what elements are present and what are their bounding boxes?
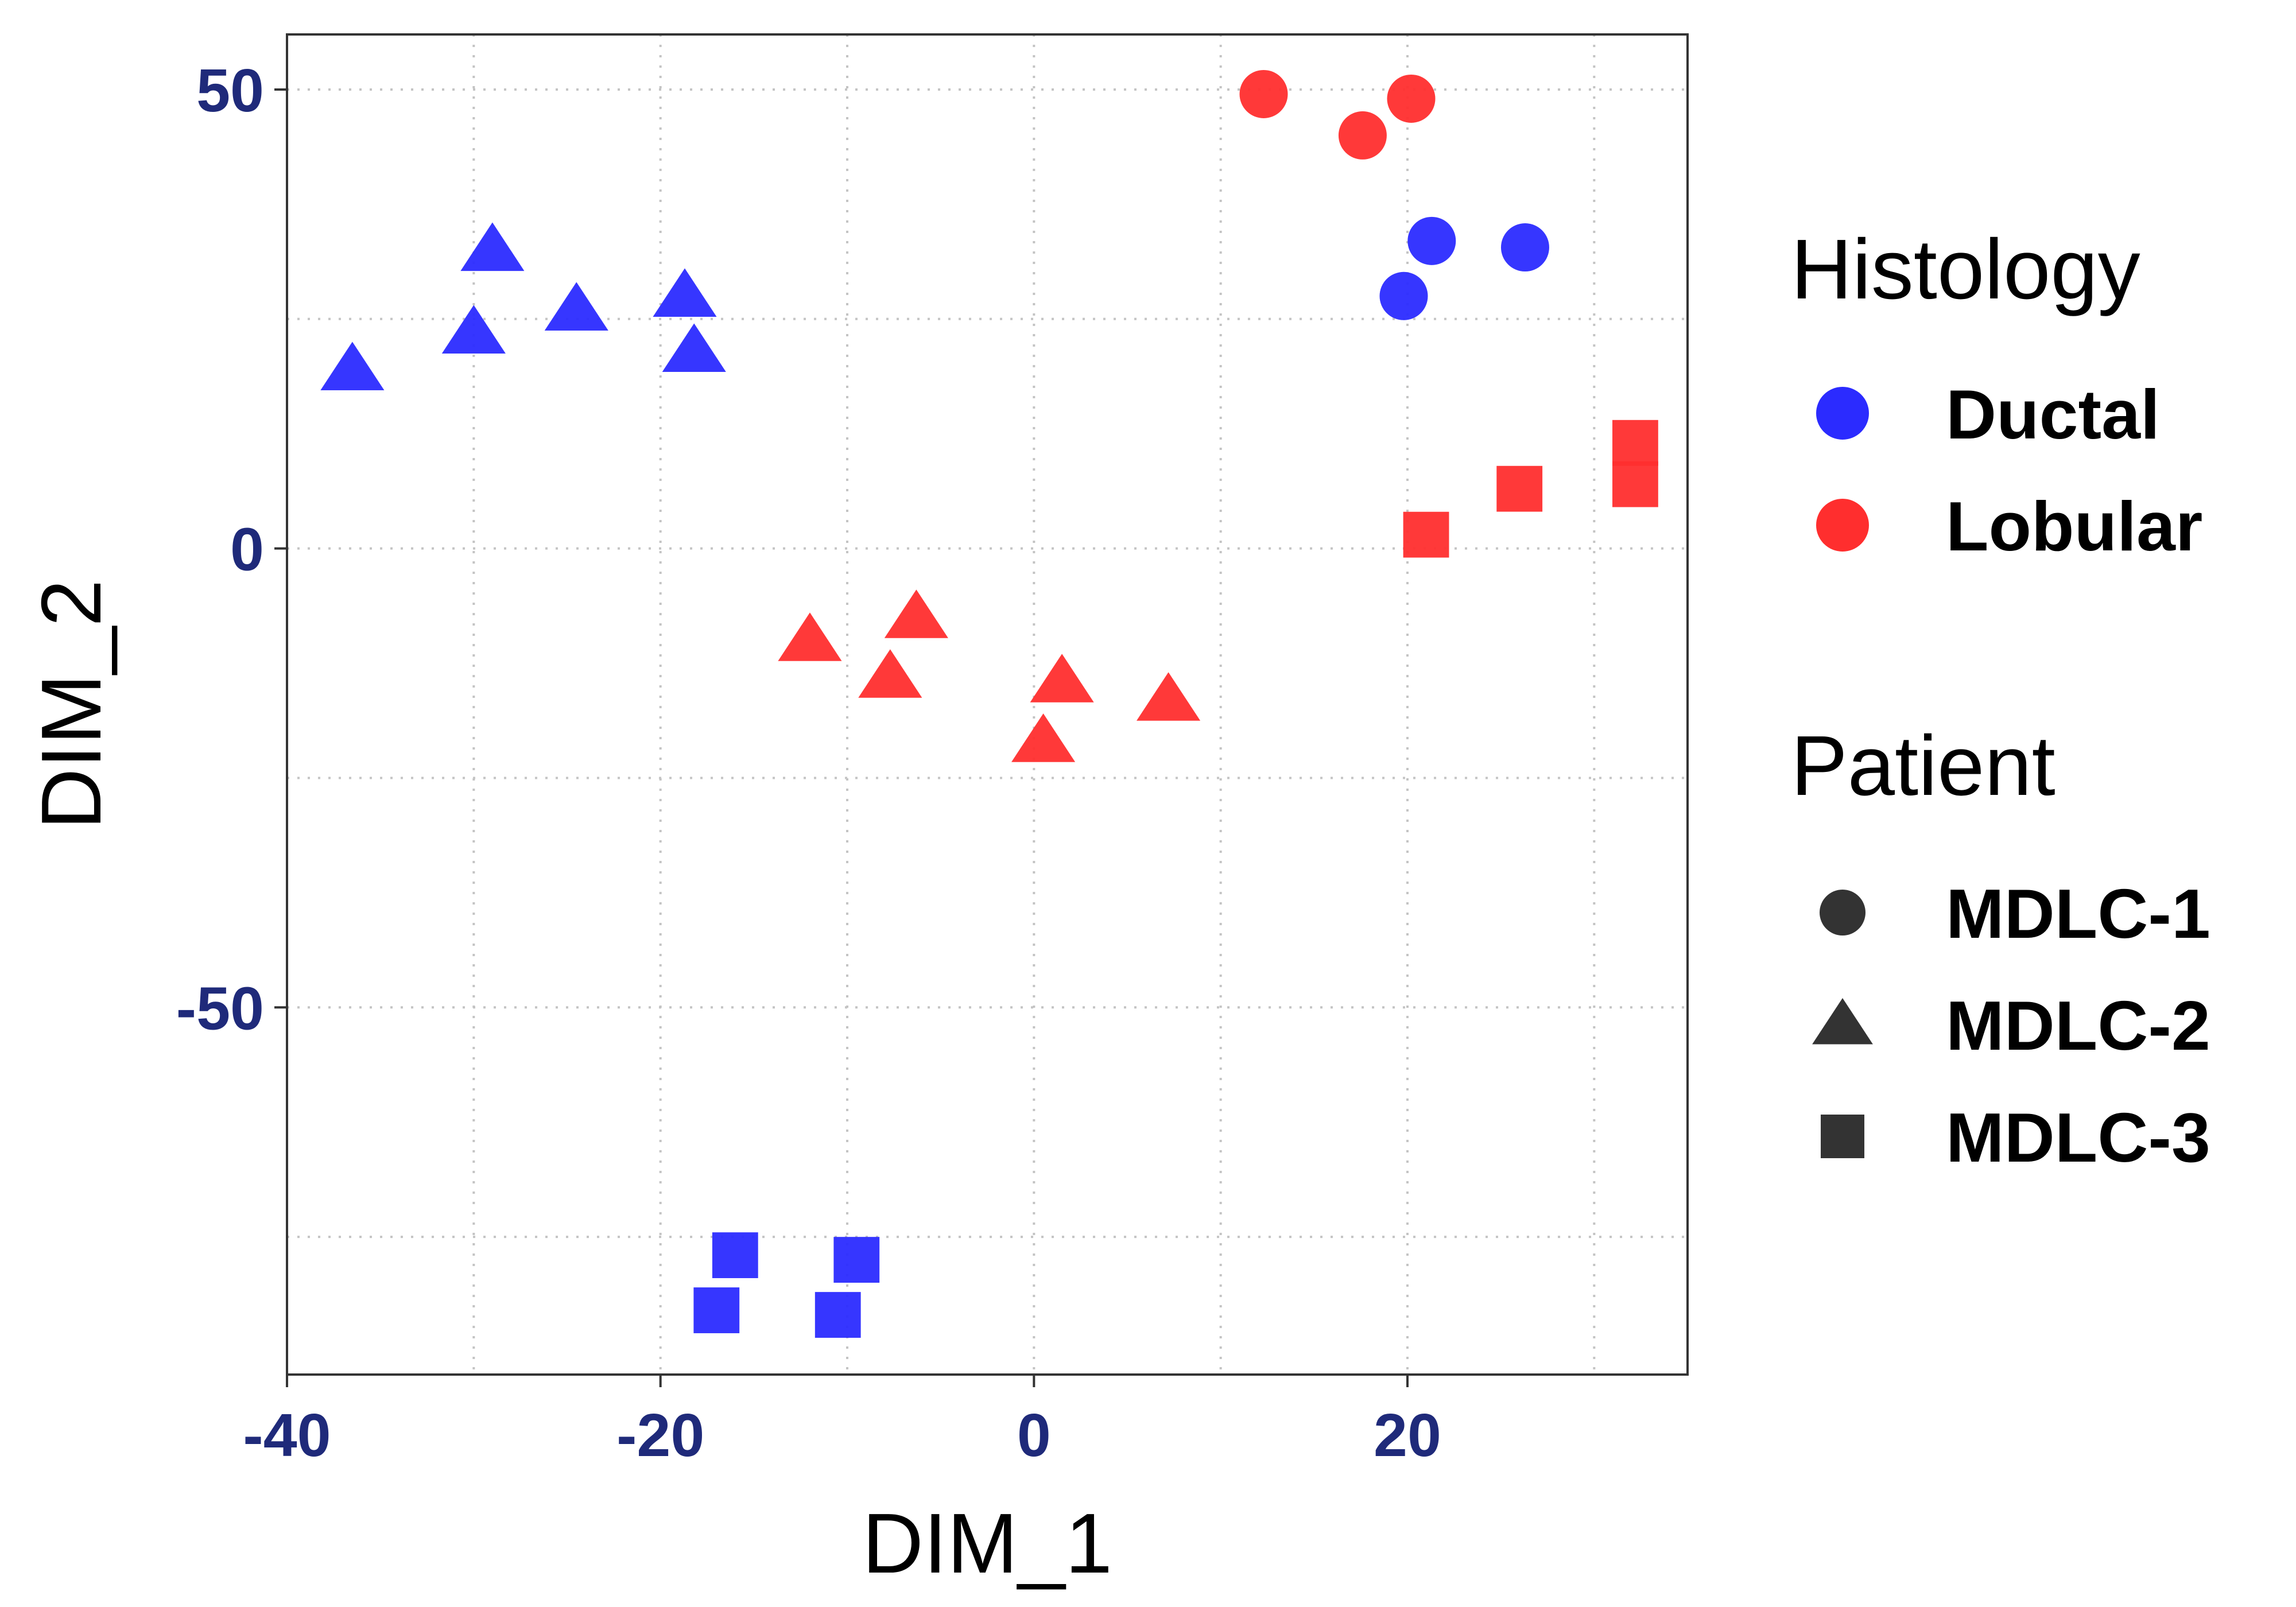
data-point: [1387, 74, 1436, 123]
data-point: [815, 1292, 861, 1338]
data-point: [1338, 111, 1387, 160]
data-point: [1137, 672, 1201, 721]
data-point: [693, 1287, 740, 1333]
x-tick-label: 0: [1017, 1402, 1051, 1469]
data-point: [1403, 511, 1449, 558]
data-point: [858, 649, 922, 698]
legend-label-lobular: Lobular: [1946, 487, 2202, 565]
data-point: [662, 323, 726, 372]
data-point: [544, 282, 608, 331]
grid-lines: [287, 34, 1688, 1375]
x-tick-label: -40: [243, 1402, 331, 1469]
data-point: [712, 1232, 758, 1278]
data-point: [460, 222, 525, 271]
data-point: [1612, 461, 1658, 507]
data-point: [1496, 465, 1543, 512]
legend-label-mdlc-3: MDLC-3: [1946, 1098, 2210, 1177]
legend-label-mdlc-2: MDLC-2: [1946, 987, 2210, 1065]
y-tick-label: 50: [196, 57, 264, 125]
x-tick-label: 20: [1374, 1402, 1441, 1469]
y-tick-label: -50: [176, 975, 264, 1042]
legend-key-ductal: [1816, 387, 1869, 440]
legend: Histology Ductal Lobular Patient MDLC-1 MDLC-…: [1791, 222, 2210, 1177]
y-axis-title: DIM_2: [24, 580, 119, 830]
data-point: [1407, 216, 1456, 265]
legend-label-ductal: Ductal: [1946, 375, 2160, 453]
x-tick-label: -20: [616, 1402, 704, 1469]
legend-label-mdlc-1: MDLC-1: [1946, 875, 2210, 953]
x-axis-title: DIM_1: [862, 1496, 1112, 1591]
data-point: [653, 268, 717, 317]
data-point: [833, 1237, 880, 1283]
data-point: [1239, 69, 1288, 118]
legend-key-mdlc-2: [1812, 998, 1873, 1045]
data-points: [320, 69, 1658, 1338]
axes: -40 -20 0 20 -50 0 50: [176, 57, 1441, 1469]
legend-key-mdlc-1: [1820, 890, 1865, 936]
legend-key-lobular: [1816, 499, 1869, 552]
data-point: [1379, 271, 1428, 320]
legend-key-mdlc-3: [1821, 1115, 1864, 1158]
data-point: [1030, 654, 1094, 702]
y-tick-label: 0: [230, 516, 264, 584]
legend-title-patient: Patient: [1791, 719, 2055, 813]
data-point: [884, 589, 948, 638]
plot-area-frame: [286, 33, 1689, 1376]
data-point: [441, 305, 506, 354]
data-point: [1500, 223, 1549, 272]
data-point: [1612, 420, 1658, 466]
data-point: [320, 341, 385, 390]
data-point: [778, 612, 842, 661]
legend-title-histology: Histology: [1791, 222, 2140, 317]
data-point: [1011, 713, 1076, 762]
